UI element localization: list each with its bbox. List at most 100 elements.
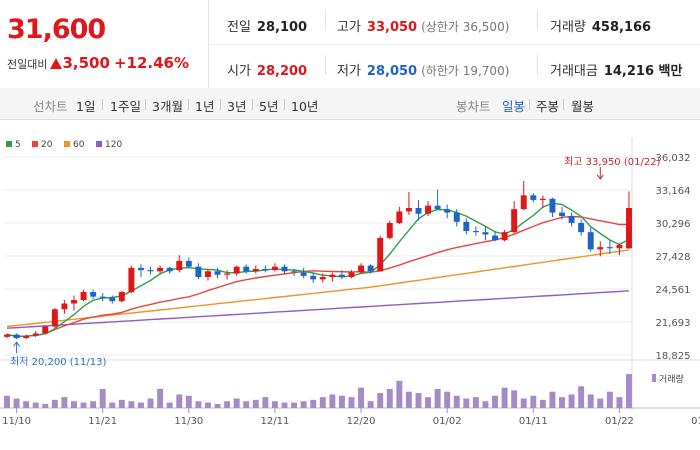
- ma60-line: [6, 249, 630, 328]
- candle-body: [319, 277, 326, 280]
- change-amount: 3,500: [62, 54, 110, 72]
- volume-bar: [262, 397, 269, 408]
- volume-bar: [501, 387, 508, 408]
- y-tick-label: 36,032: [656, 153, 691, 164]
- volume-bar: [434, 389, 441, 408]
- divider: [325, 10, 326, 30]
- candle-daily[interactable]: 일봉: [502, 99, 526, 114]
- candle-weekly[interactable]: 주봉: [536, 99, 560, 114]
- period-3m[interactable]: 3개월: [152, 99, 183, 114]
- candle-body: [109, 297, 116, 302]
- legend-label-20: 20: [41, 140, 53, 150]
- legend-label-120: 120: [105, 140, 122, 150]
- candle-body: [386, 222, 393, 238]
- min-arrow-head: [13, 341, 20, 347]
- candle-monthly[interactable]: 월봉: [571, 99, 595, 114]
- x-tick-label: 11/30: [174, 416, 203, 427]
- candle-body: [405, 207, 412, 212]
- volume-bar: [396, 380, 403, 408]
- up-triangle-icon: [50, 58, 63, 69]
- volume-bar: [338, 395, 345, 408]
- candle-body: [147, 270, 154, 272]
- x-tick-label: 01/11: [519, 416, 548, 427]
- candle-body: [224, 273, 231, 275]
- candle-body: [453, 212, 460, 222]
- volume-bar: [176, 394, 183, 408]
- candle-body: [482, 232, 489, 235]
- volume-bar: [157, 389, 164, 408]
- candle-body: [99, 296, 106, 298]
- candle-body: [166, 267, 173, 272]
- period-3y[interactable]: 3년: [227, 99, 247, 114]
- candle-body: [90, 291, 97, 297]
- prev-close: 전일 28,100: [227, 20, 308, 35]
- candle-body: [597, 247, 604, 250]
- volume-bar: [195, 401, 202, 408]
- candle-body: [568, 216, 575, 223]
- volume-bar: [128, 401, 135, 408]
- period-1y[interactable]: 1년: [195, 99, 215, 114]
- period-5y[interactable]: 5년: [259, 99, 279, 114]
- volume-bar: [252, 399, 259, 408]
- candle-body: [358, 265, 365, 273]
- y-tick-label: 30,296: [656, 219, 691, 230]
- candle-body: [176, 260, 183, 271]
- x-tick-label: 11/10: [2, 416, 31, 427]
- period-1w[interactable]: 1주일: [110, 99, 141, 114]
- volume-bar: [319, 397, 326, 408]
- max-annotation: 최고 33,950 (01/22): [564, 156, 660, 168]
- quote-header: 31,600 전일대비 3,500 +12.46% 전일 28,100 고가 33,05…: [0, 0, 700, 89]
- volume-bar: [568, 394, 575, 408]
- candle-body: [252, 268, 259, 272]
- divider: [537, 55, 538, 75]
- candle-body: [32, 333, 39, 336]
- candle-body: [42, 326, 49, 334]
- volume-bar: [109, 402, 116, 408]
- volume-bar: [4, 395, 10, 408]
- divider: [325, 55, 326, 75]
- divider: [220, 99, 221, 110]
- open-price: 시가 28,200: [227, 64, 308, 79]
- change-label: 전일대비: [7, 58, 48, 71]
- divider: [252, 99, 253, 110]
- candle-body: [118, 291, 125, 302]
- volume-bar: [367, 401, 374, 408]
- y-tick-label: 33,164: [656, 186, 691, 197]
- ma5-line: [6, 202, 630, 338]
- candle-body: [434, 205, 441, 210]
- candle-body: [530, 195, 537, 200]
- candle-body: [271, 266, 278, 271]
- volume-bar: [147, 398, 154, 408]
- chart-toolbar: 선차트 1일 1주일 3개월 1년 3년 5년 10년 봉차트 일봉 주봉 월봉: [0, 88, 700, 120]
- volume-bar: [549, 391, 556, 408]
- max-arrow-head: [596, 174, 604, 180]
- volume-bar: [204, 402, 211, 408]
- volume-bar: [71, 401, 77, 408]
- volume-bar: [425, 397, 432, 408]
- divider: [102, 99, 103, 110]
- volume-bar: [578, 386, 585, 408]
- period-1d[interactable]: 1일: [76, 99, 96, 114]
- y-tick-label: 21,693: [656, 318, 691, 329]
- volume-bar: [405, 391, 412, 408]
- candle-body: [310, 275, 317, 280]
- candle-body: [281, 266, 288, 272]
- candle-body: [606, 247, 613, 249]
- legend-label-5: 5: [15, 140, 21, 150]
- period-10y[interactable]: 10년: [291, 99, 319, 114]
- candle-body: [71, 300, 77, 304]
- divider: [145, 99, 146, 110]
- candle-body: [243, 266, 250, 272]
- legend-swatch: [32, 141, 38, 147]
- y-tick-label: 18,825: [656, 351, 691, 362]
- ma120-line: [6, 290, 630, 329]
- volume-bar: [32, 402, 39, 408]
- candle-body: [13, 334, 20, 339]
- candle-body: [463, 221, 470, 232]
- volume-bar: [99, 389, 106, 408]
- x-tick-label: 01/31: [691, 416, 700, 427]
- volume-bar: [271, 401, 278, 408]
- legend-swatch: [6, 141, 12, 147]
- volume-bar: [453, 395, 460, 408]
- volume-bar: [463, 398, 470, 408]
